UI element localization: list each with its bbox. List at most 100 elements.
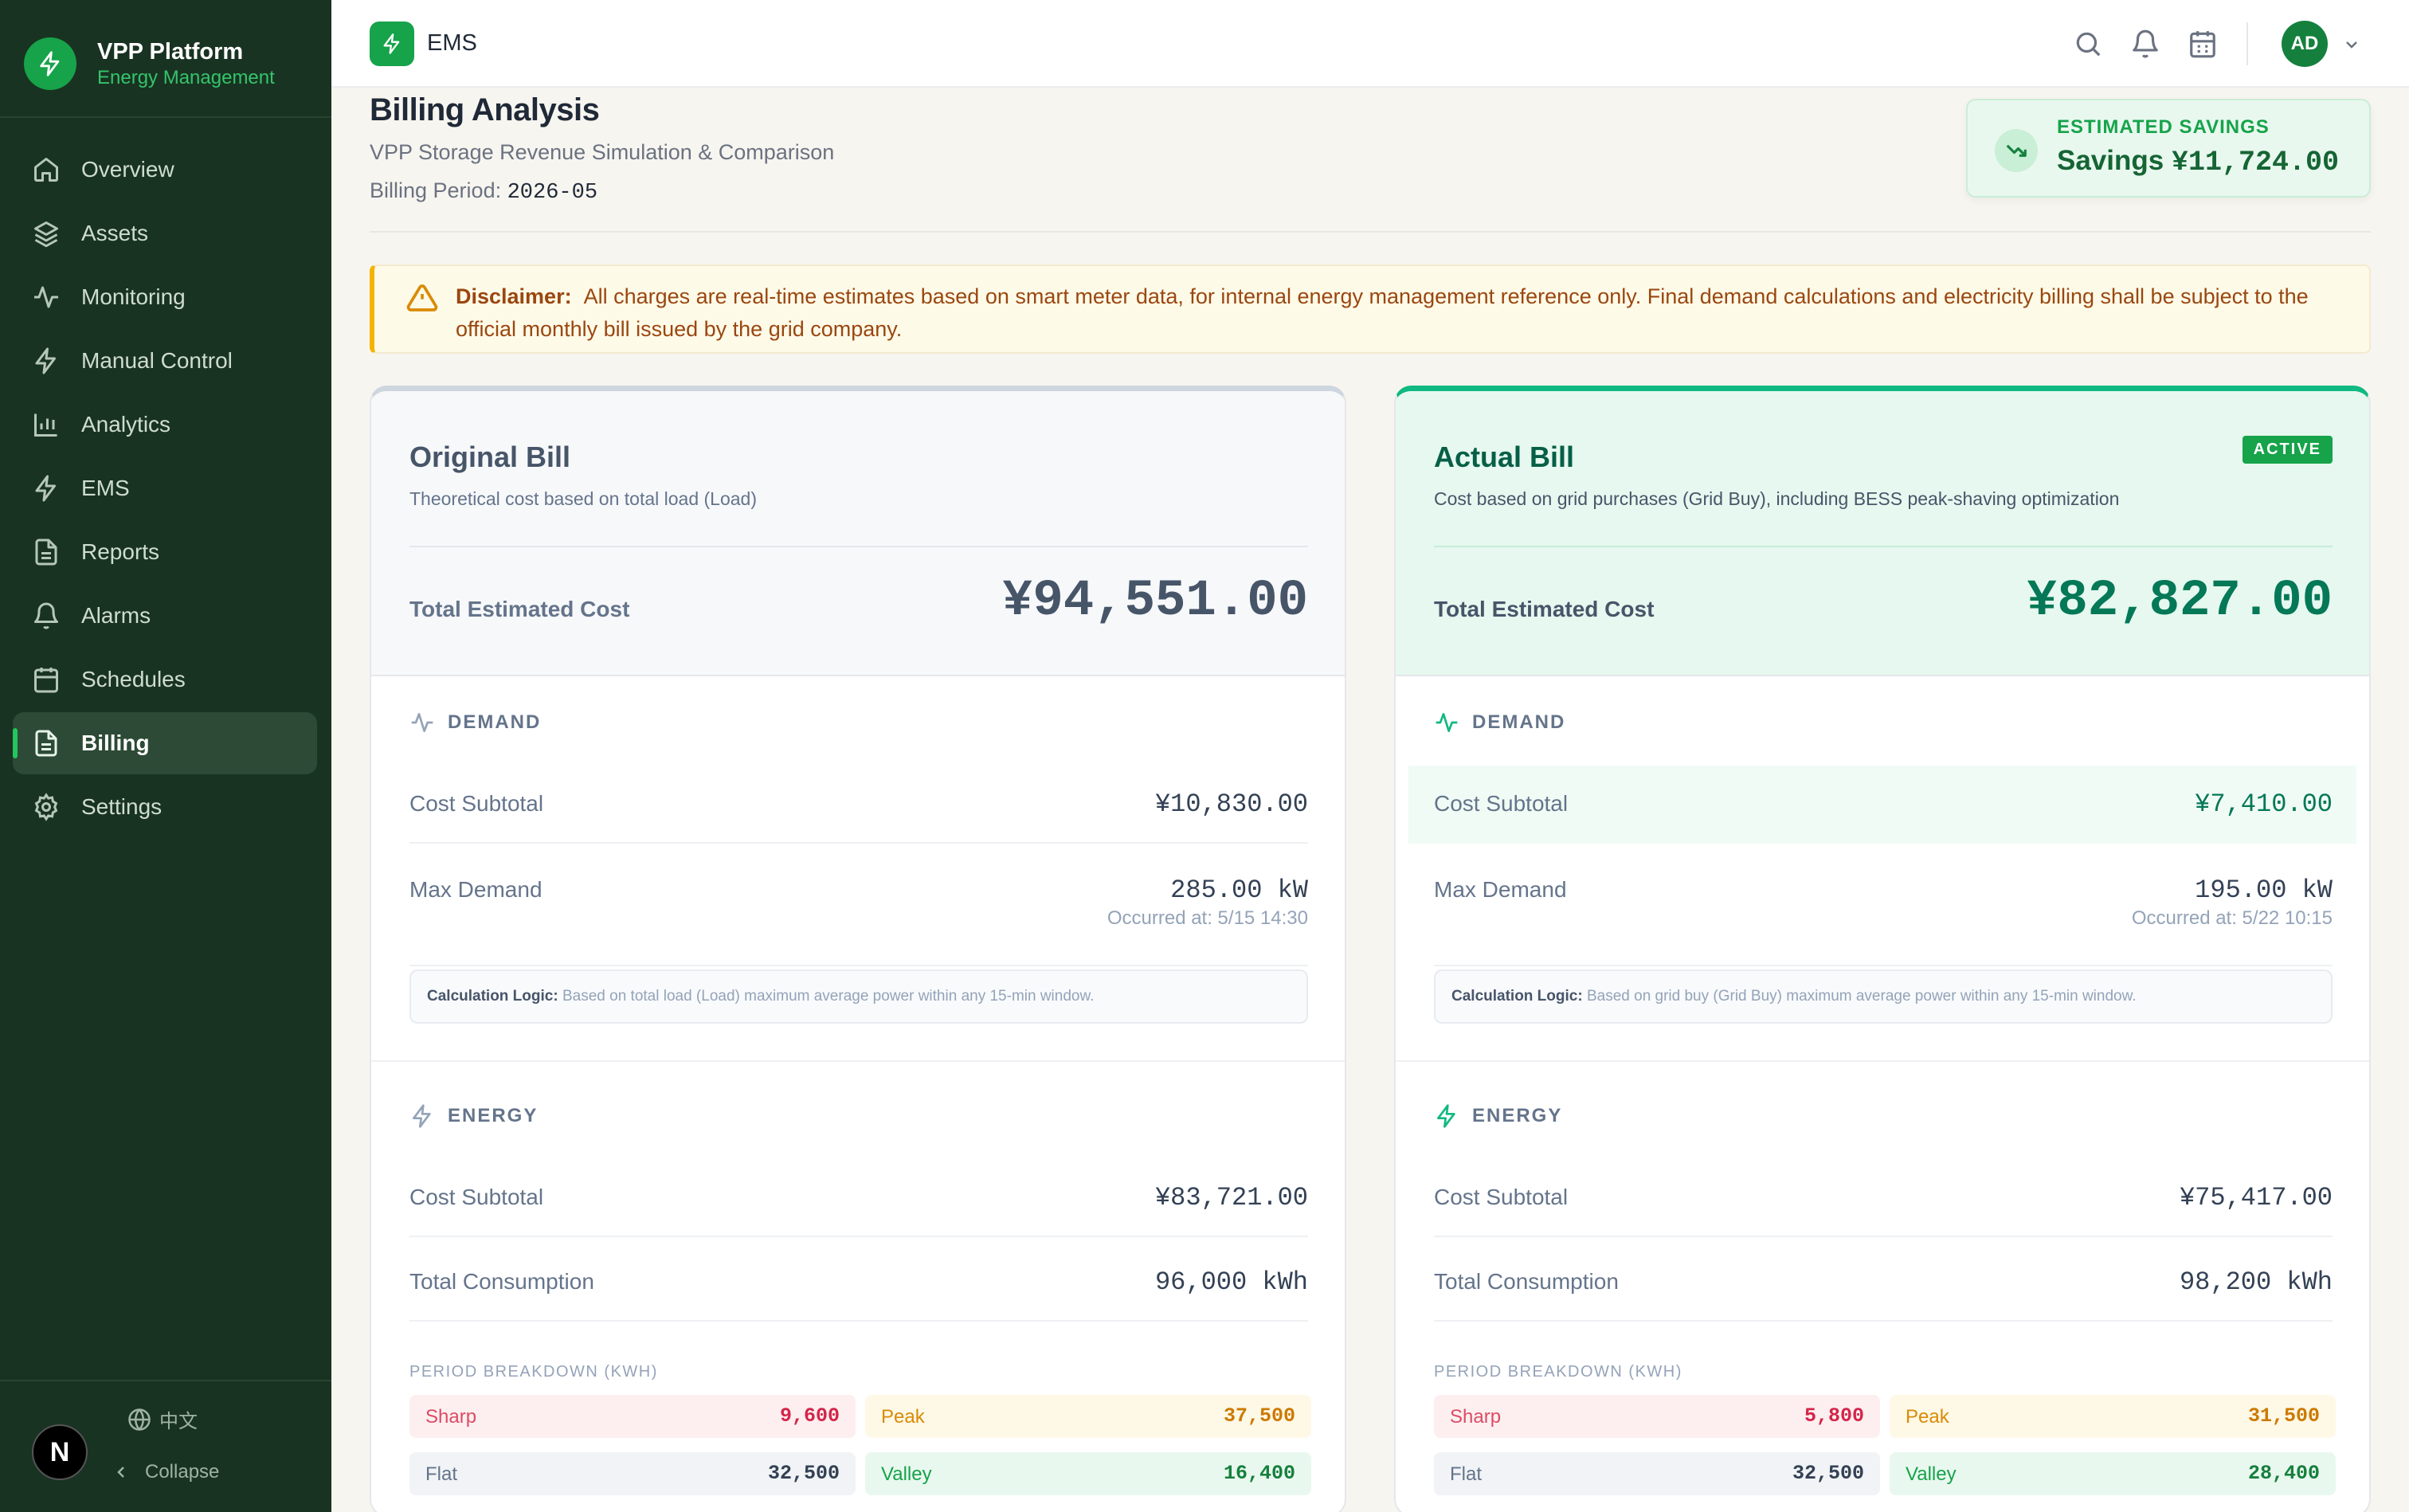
chevron-down-icon[interactable] bbox=[2342, 35, 2361, 54]
document-icon bbox=[35, 539, 57, 566]
total-cost-value: ¥94,551.00 bbox=[1001, 573, 1308, 630]
savings-value: Savings ¥11,724.00 bbox=[2057, 145, 2339, 178]
disclaimer-banner: Disclaimer: All charges are real-time es… bbox=[370, 264, 2371, 354]
n-badge-button[interactable]: N bbox=[32, 1424, 88, 1480]
demand-section-title: DEMAND bbox=[1434, 710, 1565, 735]
pill-value: 16,400 bbox=[1223, 1462, 1295, 1485]
max-demand-row: Max Demand 285.00 kW bbox=[409, 852, 1308, 966]
calculation-logic: Calculation Logic: Based on grid buy (Gr… bbox=[1434, 969, 2333, 1024]
total-cost-label: Total Estimated Cost bbox=[1434, 597, 1655, 621]
bolt-icon bbox=[35, 347, 56, 374]
period-breakdown-title: PERIOD BREAKDOWN (KWH) bbox=[1434, 1363, 1682, 1381]
bolt-icon bbox=[1437, 1104, 1455, 1128]
chevron-left-icon bbox=[117, 1467, 124, 1478]
demand-subtotal-row: Cost Subtotal ¥10,830.00 bbox=[409, 766, 1308, 844]
search-icon[interactable] bbox=[2073, 29, 2103, 59]
calendar-icon bbox=[34, 668, 58, 693]
pill-value: 9,600 bbox=[779, 1404, 840, 1428]
energy-subtotal-row: Cost Subtotal ¥83,721.00 bbox=[409, 1159, 1308, 1237]
pill-label: Sharp bbox=[1450, 1406, 1502, 1428]
section-label: ENERGY bbox=[1472, 1105, 1563, 1126]
card-description: Cost based on grid purchases (Grid Buy),… bbox=[1434, 488, 2120, 509]
sidebar-item-settings[interactable]: Settings bbox=[13, 776, 317, 838]
total-cost-value: ¥82,827.00 bbox=[2026, 573, 2333, 630]
sidebar-item-monitoring[interactable]: Monitoring bbox=[13, 266, 317, 328]
disclaimer-body: All charges are real-time estimates base… bbox=[456, 284, 2309, 341]
sidebar-item-label: Billing bbox=[81, 731, 150, 755]
savings-amount: ¥11,724.00 bbox=[2171, 147, 2340, 178]
pill-value: 32,500 bbox=[1792, 1462, 1864, 1485]
row-label: Total Consumption bbox=[1434, 1269, 1619, 1294]
sidebar-item-overview[interactable]: Overview bbox=[13, 139, 317, 201]
sidebar-nav: Overview Assets Monitoring Manual Contro… bbox=[13, 139, 317, 840]
pill-value: 31,500 bbox=[2247, 1404, 2320, 1428]
sidebar-item-analytics[interactable]: Analytics bbox=[13, 394, 317, 456]
logic-text: Based on total load (Load) maximum avera… bbox=[562, 988, 1095, 1005]
status-badge: ACTIVE bbox=[2242, 436, 2333, 464]
pill-value: 28,400 bbox=[2247, 1462, 2320, 1485]
divider bbox=[371, 1060, 1345, 1062]
row-label: Cost Subtotal bbox=[409, 1185, 544, 1209]
pill-label: Peak bbox=[1906, 1406, 1949, 1428]
sidebar-item-manual-control[interactable]: Manual Control bbox=[13, 330, 317, 392]
home-icon bbox=[34, 158, 58, 182]
topbar-separator bbox=[2246, 22, 2248, 65]
sidebar-item-label: Overview bbox=[81, 157, 174, 182]
sidebar-item-reports[interactable]: Reports bbox=[13, 521, 317, 583]
max-demand-row: Max Demand 195.00 kW bbox=[1434, 852, 2333, 966]
savings-label: ESTIMATED SAVINGS bbox=[2057, 116, 2270, 138]
sharp-period-pill: Sharp 5,800 bbox=[1434, 1395, 1880, 1438]
calendar-icon[interactable] bbox=[2188, 29, 2218, 59]
bar-chart-icon bbox=[34, 413, 57, 437]
original-bill-card: Original Bill Theoretical cost based on … bbox=[370, 386, 1346, 1512]
demand-section-title: DEMAND bbox=[409, 710, 541, 735]
sidebar-item-label: Settings bbox=[81, 794, 163, 819]
brand-subtitle: Energy Management bbox=[97, 67, 275, 88]
billing-period-label: Billing Period: bbox=[370, 178, 502, 202]
collapse-label: Collapse bbox=[145, 1461, 220, 1483]
sidebar-item-billing[interactable]: Billing bbox=[13, 712, 317, 774]
logic-text: Based on grid buy (Grid Buy) maximum ave… bbox=[1586, 988, 2137, 1005]
sidebar-item-schedules[interactable]: Schedules bbox=[13, 648, 317, 711]
bolt-icon bbox=[370, 22, 414, 66]
header-divider bbox=[370, 231, 2371, 233]
row-value: ¥75,417.00 bbox=[2179, 1183, 2333, 1212]
row-label: Cost Subtotal bbox=[1434, 1185, 1569, 1209]
sidebar-footer-divider bbox=[0, 1380, 331, 1381]
sidebar: VPP Platform Energy Management Overview … bbox=[0, 0, 331, 1512]
sidebar-item-ems[interactable]: EMS bbox=[13, 457, 317, 519]
bolt-icon bbox=[35, 475, 56, 502]
total-consumption-row: Total Consumption 98,200 kWh bbox=[1434, 1244, 2333, 1322]
language-label: 中文 bbox=[159, 1411, 198, 1432]
language-toggle[interactable]: 中文 bbox=[127, 1405, 198, 1433]
pill-label: Sharp bbox=[425, 1406, 477, 1428]
logic-label: Calculation Logic: bbox=[1451, 988, 1583, 1005]
total-consumption-row: Total Consumption 96,000 kWh bbox=[409, 1244, 1308, 1322]
disclaimer-text: Disclaimer: All charges are real-time es… bbox=[456, 280, 2352, 346]
occurred-at: Occurred at: 5/22 10:15 bbox=[2131, 907, 2333, 929]
divider bbox=[1396, 675, 2369, 676]
flat-period-pill: Flat 32,500 bbox=[409, 1452, 856, 1495]
avatar[interactable]: AD bbox=[2282, 21, 2328, 67]
divider bbox=[1434, 546, 2333, 547]
bolt-icon bbox=[413, 1104, 431, 1128]
collapse-button[interactable]: Collapse bbox=[112, 1461, 219, 1483]
topbar-title: EMS bbox=[427, 30, 477, 56]
row-value: 98,200 kWh bbox=[2179, 1267, 2333, 1297]
period-breakdown-title: PERIOD BREAKDOWN (KWH) bbox=[409, 1363, 658, 1381]
sidebar-item-alarms[interactable]: Alarms bbox=[13, 585, 317, 647]
pill-value: 5,800 bbox=[1804, 1404, 1864, 1428]
disclaimer-label: Disclaimer: bbox=[456, 284, 572, 308]
card-title: Actual Bill bbox=[1434, 441, 1575, 473]
row-label: Total Consumption bbox=[409, 1269, 594, 1294]
document-icon bbox=[35, 730, 57, 757]
sharp-period-pill: Sharp 9,600 bbox=[409, 1395, 856, 1438]
bell-icon[interactable] bbox=[2130, 29, 2160, 59]
billing-period: Billing Period: 2026-05 bbox=[370, 178, 597, 205]
page-subtitle: VPP Storage Revenue Simulation & Compari… bbox=[370, 140, 835, 164]
sidebar-item-label: Reports bbox=[81, 539, 160, 564]
brand[interactable]: VPP Platform Energy Management bbox=[24, 32, 275, 96]
warning-icon bbox=[406, 282, 438, 314]
sidebar-item-assets[interactable]: Assets bbox=[13, 202, 317, 264]
row-label: Max Demand bbox=[1434, 877, 1567, 902]
